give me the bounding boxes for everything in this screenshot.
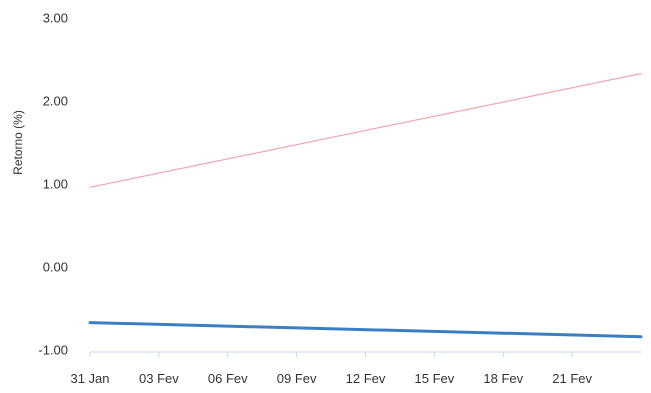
y-axis-title: Retorno (%) [11, 110, 25, 175]
x-tick-label: 18 Fev [483, 371, 523, 386]
series-line-blue [88, 321, 643, 339]
y-tick-label: 0.00 [43, 260, 68, 275]
y-tick-label: 1.00 [43, 177, 68, 192]
x-tick-label: 15 Fev [415, 371, 455, 386]
series-line-pink [89, 72, 642, 188]
y-axis-ticks: 3.00 2.00 1.00 0.00 -1.00 [38, 11, 68, 358]
x-tick-label: 06 Fev [208, 371, 248, 386]
y-tick-label: 3.00 [43, 11, 68, 26]
x-tick-label: 21 Fev [552, 371, 592, 386]
y-tick-label: -1.00 [38, 343, 68, 358]
x-tick-label: 12 Fev [346, 371, 386, 386]
y-tick-label: 2.00 [43, 94, 68, 109]
x-tick-label: 09 Fev [277, 371, 317, 386]
x-tick-label: 31 Jan [70, 371, 109, 386]
series-lines [88, 72, 643, 339]
x-tick-label: 03 Fev [139, 371, 179, 386]
x-axis-ticks: 31 Jan 03 Fev 06 Fev 09 Fev 12 Fev 15 Fev 18 F… [70, 352, 592, 386]
